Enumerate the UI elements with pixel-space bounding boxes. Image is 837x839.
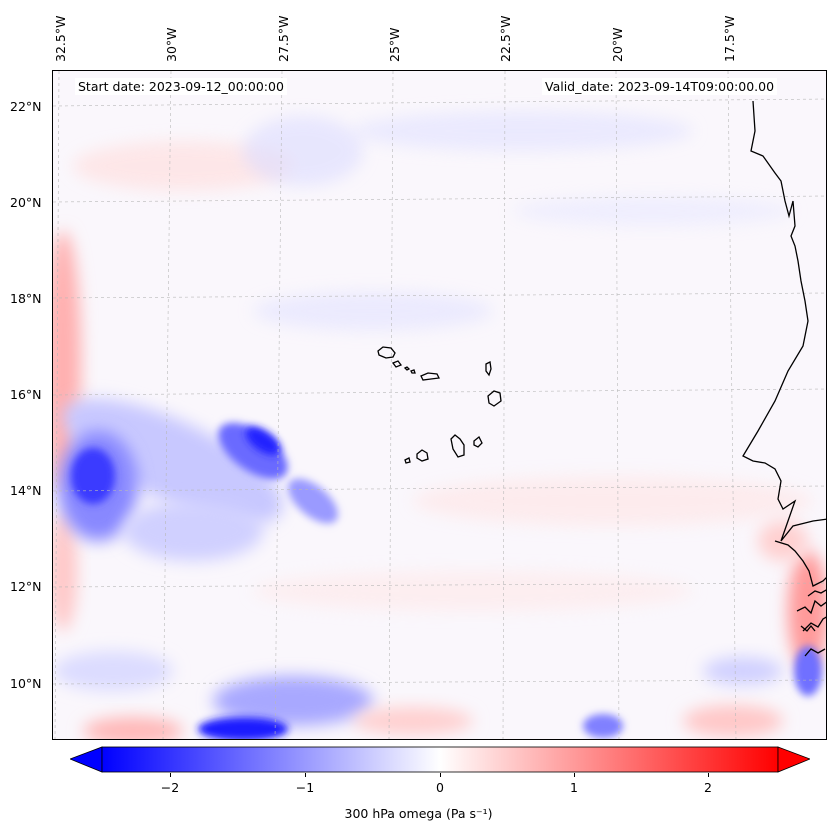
lat-label-16n: 16°N: [10, 387, 42, 402]
lon-label-20w: 20°W: [610, 27, 625, 62]
lon-label-27-5w: 27.5°W: [276, 15, 291, 62]
omega-field-map: [53, 71, 826, 739]
lat-label-18n: 18°N: [10, 291, 42, 306]
colorbar-tickmark: [440, 773, 441, 777]
lon-label-22-5w: 22.5°W: [498, 15, 513, 62]
colorbar-tickmark: [708, 773, 709, 777]
colorbar-min-extend: [68, 746, 103, 773]
gridlines: [53, 71, 826, 739]
lon-label-17-5w: 17.5°W: [722, 15, 737, 62]
colorbar-max-extend: [777, 746, 812, 773]
colorbar-tick-label: 1: [570, 780, 578, 795]
start-date-label: Start date: 2023-09-12_00:00:00: [75, 78, 287, 95]
valid-date-label: Valid_date: 2023-09-14T09:00:00.00: [542, 78, 778, 95]
lat-label-22n: 22°N: [10, 99, 42, 114]
colorbar-tickmark: [574, 773, 575, 777]
lat-label-12n: 12°N: [10, 579, 42, 594]
colorbar-tickmark: [305, 773, 306, 777]
lat-label-10n: 10°N: [10, 676, 42, 691]
colorbar-tick-label: 0: [436, 780, 444, 795]
coastline: [377, 100, 826, 657]
lat-label-14n: 14°N: [10, 483, 42, 498]
omega-field: [53, 111, 826, 739]
lat-label-20n: 20°N: [10, 195, 42, 210]
colorbar-tick-label: 2: [704, 780, 712, 795]
colorbar: [68, 746, 812, 776]
colorbar-tick-label: −1: [295, 780, 315, 795]
lon-label-25w: 25°W: [387, 27, 402, 62]
colorbar-gradient: [101, 746, 779, 773]
colorbar-title: 300 hPa omega (Pa s⁻¹): [344, 806, 493, 821]
lon-label-30w: 30°W: [164, 27, 179, 62]
colorbar-tickmark: [170, 773, 171, 777]
map-panel: [52, 70, 827, 740]
colorbar-tick-label: −2: [160, 780, 180, 795]
lon-label-32-5w: 32.5°W: [53, 15, 68, 62]
